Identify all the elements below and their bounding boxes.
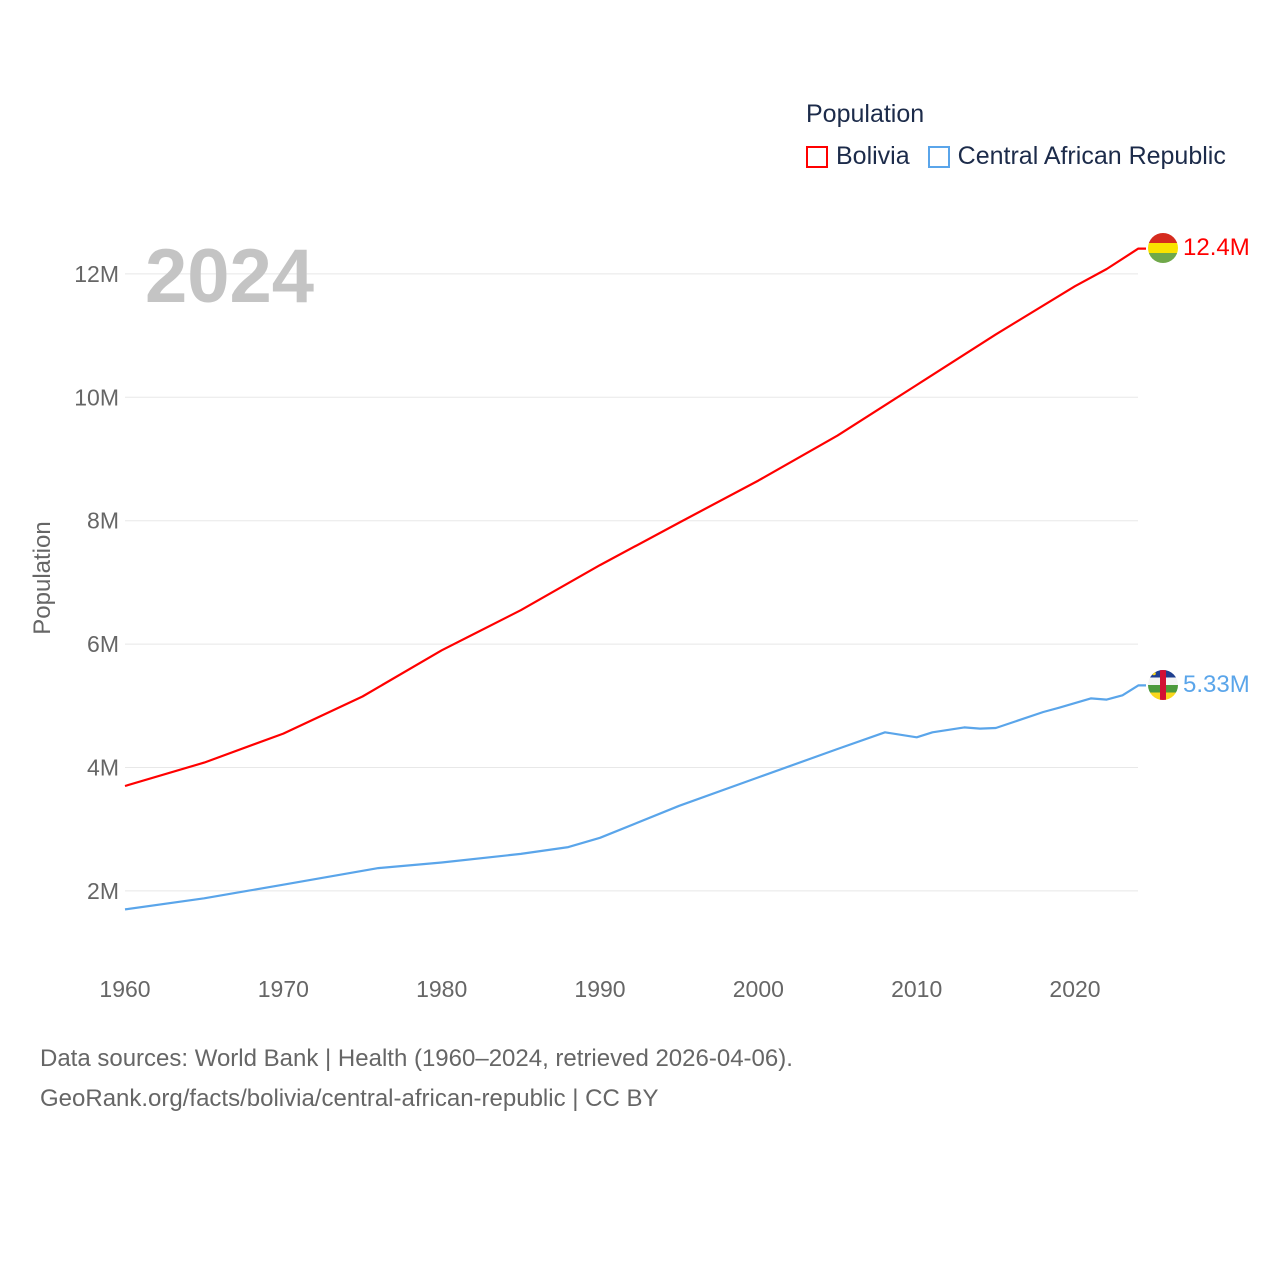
legend: Bolivia Central African Republic — [806, 142, 1226, 171]
legend-swatch-bolivia[interactable] — [806, 145, 828, 168]
legend-title: Population — [806, 100, 925, 128]
x-tick-label: 2010 — [891, 976, 942, 1002]
x-tick-label: 2000 — [733, 976, 784, 1002]
y-tick-label: 4M — [87, 755, 119, 781]
x-tick-label: 1960 — [99, 976, 150, 1002]
y-tick-label: 12M — [74, 261, 119, 287]
data-source-note: Data sources: World Bank | Health (1960–… — [40, 1045, 793, 1072]
legend-label-bolivia[interactable]: Bolivia — [836, 142, 910, 170]
bolivia-flag-icon — [1148, 233, 1178, 263]
series-line-central-african-republic — [124, 684, 1146, 911]
x-tick-label: 1990 — [574, 976, 625, 1002]
x-tick-label: 2020 — [1049, 976, 1100, 1002]
y-tick-label: 2M — [87, 878, 119, 904]
legend-swatch-car[interactable] — [927, 145, 950, 168]
legend-label-car[interactable]: Central African Republic — [957, 142, 1226, 170]
y-tick-label: 6M — [87, 631, 119, 657]
bolivia-end-label: 12.4M — [1183, 234, 1250, 261]
y-tick-label: 10M — [74, 384, 119, 410]
source-url[interactable]: GeoRank.org/facts/bolivia/central-africa… — [40, 1085, 659, 1112]
year-watermark: 2024 — [145, 234, 314, 319]
y-axis-label: Population — [29, 521, 56, 634]
series-line-bolivia — [124, 247, 1146, 788]
x-tick-label: 1970 — [258, 976, 309, 1002]
car-end-label: 5.33M — [1183, 671, 1250, 698]
central-african-republic-flag-icon — [1148, 670, 1178, 700]
x-tick-label: 1980 — [416, 976, 467, 1002]
y-tick-label: 8M — [87, 508, 119, 534]
